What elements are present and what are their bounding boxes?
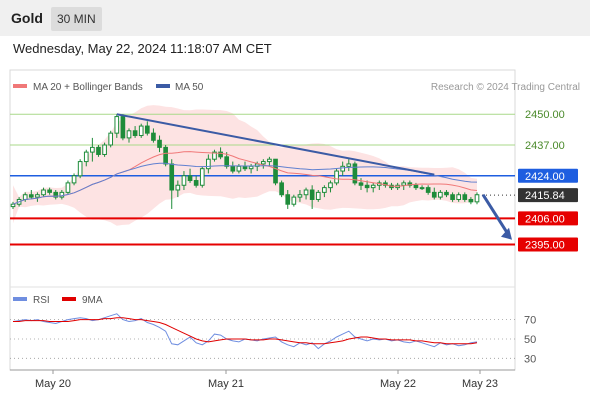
candle: [96, 145, 101, 157]
candle: [53, 190, 59, 200]
candle: [303, 187, 309, 200]
ma50-legend-label: MA 50: [175, 82, 204, 93]
credit-text: Research © 2024 Trading Central: [431, 82, 580, 93]
rsi-legend-label: RSI: [33, 295, 50, 306]
candle: [352, 161, 358, 186]
price-level-label: 2406.00: [525, 213, 565, 225]
candle: [315, 190, 321, 202]
candle: [71, 173, 77, 186]
price-level-tag: [518, 168, 578, 183]
descending-trendline: [116, 113, 435, 176]
ma50-legend-swatch: [156, 84, 170, 88]
candle: [370, 182, 376, 193]
rsi-ma-line: [13, 317, 478, 345]
forecast-arrow: [481, 193, 511, 237]
candle: [102, 142, 107, 157]
rsi-tick-label: 70: [524, 315, 536, 327]
candle: [364, 180, 370, 193]
candle: [212, 149, 217, 162]
candle: [285, 190, 291, 209]
rsi-line: [12, 313, 478, 350]
x-tick-label: May 21: [208, 378, 244, 390]
candle: [468, 197, 474, 205]
timeframe-badge[interactable]: 30 MIN: [51, 7, 102, 31]
candle: [138, 123, 144, 138]
plot-frame: [9, 69, 516, 371]
candle: [163, 145, 168, 167]
candle: [456, 192, 462, 202]
candle: [334, 168, 339, 186]
candle: [151, 128, 156, 143]
price-level-label: 2415.84: [525, 190, 565, 202]
ma9-legend-label: 9MA: [82, 295, 103, 306]
candle: [193, 175, 199, 188]
candle: [65, 180, 71, 195]
candle: [279, 180, 284, 198]
candle: [28, 190, 34, 200]
candle: [450, 192, 455, 202]
candle: [328, 180, 333, 193]
candle: [199, 166, 205, 188]
ma20-legend-swatch: [13, 84, 27, 88]
candle: [59, 190, 65, 200]
ma9-legend-swatch: [62, 297, 76, 301]
candle: [132, 126, 138, 138]
x-tick-label: May 20: [35, 378, 71, 390]
candle: [77, 159, 83, 179]
candle: [273, 158, 278, 186]
price-level-label: 2450.00: [525, 109, 565, 121]
candle: [206, 154, 211, 174]
rsi-legend-swatch: [13, 297, 27, 301]
candle: [431, 187, 437, 200]
price-level-tag: [518, 188, 578, 203]
candle: [419, 185, 425, 190]
candle: [444, 190, 449, 198]
candle: [309, 185, 315, 209]
candle: [438, 190, 443, 200]
candle: [83, 149, 89, 167]
top-bar: Gold 30 MIN: [0, 0, 590, 36]
candle: [340, 161, 346, 176]
price-level-tag: [518, 211, 578, 226]
candle: [291, 194, 297, 207]
price-level-tag: [518, 237, 578, 252]
candle: [462, 192, 468, 202]
x-tick-label: May 22: [380, 378, 416, 390]
instrument-title: Gold: [11, 10, 43, 26]
x-tick-label: May 23: [462, 378, 498, 390]
price-level-label: 2424.00: [525, 171, 565, 183]
candle: [10, 201, 16, 209]
candle: [297, 190, 303, 202]
ma20-legend-label: MA 20 + Bollinger Bands: [33, 82, 143, 93]
candle: [322, 185, 327, 198]
price-level-label: 2395.00: [525, 239, 565, 251]
candle: [169, 159, 175, 209]
candle: [474, 192, 480, 205]
chart-datetime: Wednesday, May 22, 2024 11:18:07 AM CET: [13, 41, 272, 56]
candle: [108, 130, 114, 148]
candle: [144, 121, 150, 136]
rsi-tick-label: 50: [524, 334, 536, 346]
candle: [120, 114, 126, 141]
candle: [267, 156, 272, 167]
candle: [346, 159, 352, 172]
candle: [260, 159, 266, 169]
candle: [358, 178, 364, 190]
candle: [90, 137, 95, 162]
ma50-line: [12, 162, 478, 205]
candle: [425, 185, 431, 195]
candle: [175, 180, 181, 198]
price-level-label: 2437.00: [525, 140, 565, 152]
rsi-tick-label: 30: [524, 353, 536, 365]
candle: [47, 187, 52, 195]
candle: [114, 114, 120, 138]
candle: [35, 192, 40, 202]
candle: [126, 128, 132, 143]
candle: [41, 187, 46, 198]
forecast-arrow-head: [501, 227, 512, 240]
candle: [157, 135, 162, 153]
candle: [181, 171, 187, 190]
candle: [187, 168, 193, 183]
